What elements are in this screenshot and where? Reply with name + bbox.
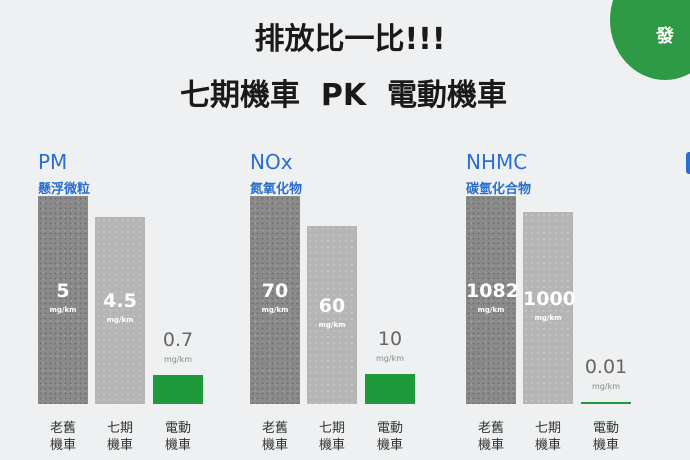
- data-label: 4.5: [103, 290, 137, 313]
- category-label-line: 老舊: [477, 421, 504, 436]
- category-label: 電動 機車: [581, 420, 631, 454]
- unit-label: mg/km: [261, 306, 289, 314]
- bar-ev: [365, 374, 415, 404]
- data-label: 10: [377, 328, 403, 351]
- category-label-line: 機車: [318, 438, 345, 453]
- bar-old: [250, 196, 300, 404]
- category-label-line: 機車: [106, 438, 133, 453]
- corner-decoration: 發: [610, 0, 690, 80]
- category-label: 電動 機車: [153, 420, 203, 454]
- bar-seven: [95, 216, 145, 404]
- category-label-line: 電動: [164, 421, 191, 436]
- bar-old: [38, 196, 88, 404]
- bar-seven: [307, 225, 357, 404]
- category-label-line: 七期: [318, 421, 345, 436]
- data-label: 5: [56, 280, 70, 302]
- data-label: 60: [318, 294, 346, 317]
- category-label-line: 七期: [106, 421, 133, 436]
- category-label-line: 機車: [376, 438, 403, 453]
- unit-label: mg/km: [592, 382, 620, 391]
- bar-ev: [581, 402, 631, 404]
- category-label-line: 機車: [534, 438, 561, 453]
- chart-title: NOx: [250, 150, 293, 174]
- category-label-line: 機車: [477, 438, 504, 453]
- unit-label: mg/km: [376, 354, 404, 364]
- category-label-line: 電動: [592, 421, 619, 436]
- category-label: 七期 機車: [307, 420, 357, 454]
- data-label: 1000: [523, 287, 576, 310]
- bar-old: [466, 196, 516, 404]
- chart-panel-0: PM 懸浮微粒 5 mg/km 老舊機車 4.5 mg/km 七期機車 0.7 mg/km 電動機車: [38, 150, 248, 460]
- data-label: 0.01: [584, 356, 628, 378]
- category-label-line: 機車: [164, 438, 191, 453]
- category-label-line: 七期: [534, 421, 561, 436]
- unit-label: mg/km: [477, 306, 505, 314]
- data-label: 1082: [466, 280, 519, 302]
- category-label-line: 老舊: [261, 421, 288, 436]
- category-label: 七期 機車: [523, 420, 573, 454]
- chart-subtitle: 懸浮微粒: [38, 182, 91, 197]
- category-label-line: 老舊: [49, 421, 76, 436]
- unit-label: mg/km: [534, 313, 562, 322]
- chart-title: NHMC: [466, 150, 528, 174]
- chart-title: PM: [38, 150, 68, 174]
- data-label: 0.7: [162, 328, 194, 351]
- bar-seven: [523, 211, 573, 404]
- corner-text: 發: [656, 26, 674, 47]
- category-label: 電動 機車: [365, 420, 415, 454]
- chart-panel-2: NHMC 碳氫化合物 1082 mg/km 老舊機車 1000 mg/km 七期機車 0.01 m…: [466, 150, 676, 460]
- category-label-line: 機車: [261, 438, 288, 453]
- category-label: 老舊 機車: [38, 420, 88, 454]
- category-label: 老舊 機車: [466, 420, 516, 454]
- next-panel-fragment: [686, 152, 690, 174]
- category-label: 七期 機車: [95, 420, 145, 454]
- bar-ev: [153, 374, 203, 404]
- chart-subtitle: 氮氧化物: [250, 182, 303, 197]
- category-label-line: 電動: [376, 421, 403, 436]
- unit-label: mg/km: [49, 306, 77, 314]
- chart-subtitle: 碳氫化合物: [466, 182, 532, 197]
- data-label: 70: [261, 280, 289, 302]
- chart-panel-1: NOx 氮氧化物 70 mg/km 老舊機車 60 mg/km 七期機車 10 mg/km 電動機車: [250, 150, 460, 460]
- unit-label: mg/km: [106, 316, 134, 325]
- category-label-line: 機車: [49, 438, 76, 453]
- category-label-line: 機車: [592, 438, 619, 453]
- category-label: 老舊 機車: [250, 420, 300, 454]
- unit-label: mg/km: [318, 320, 346, 329]
- page-subtitle: 七期機車 PK 電動機車: [180, 78, 508, 113]
- unit-label: mg/km: [164, 354, 192, 364]
- page-title: 排放比一比!!!: [254, 22, 446, 57]
